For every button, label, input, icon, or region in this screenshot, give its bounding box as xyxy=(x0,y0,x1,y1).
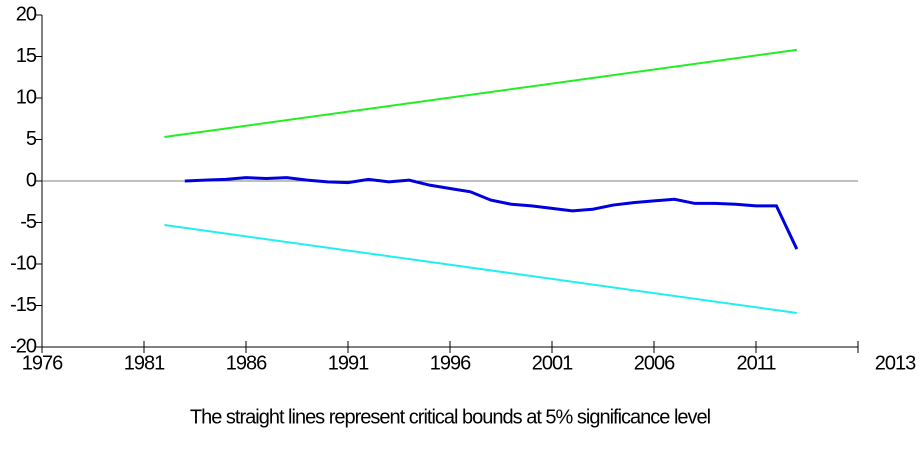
caption: The straight lines represent critical bo… xyxy=(190,406,711,428)
y-tick-label: 15 xyxy=(16,45,37,67)
x-tick-label: 1996 xyxy=(430,352,471,374)
y-tick-label: 20 xyxy=(16,3,37,25)
y-tick-label: -20 xyxy=(10,335,37,357)
x-tick-label: 2006 xyxy=(634,352,675,374)
x-tick-label: 1991 xyxy=(328,352,369,374)
y-tick-label: -5 xyxy=(20,211,37,233)
series-line xyxy=(164,223,797,314)
x-tick-label: 2011 xyxy=(736,352,776,374)
series-line xyxy=(184,176,799,250)
x-end-label: 2013 xyxy=(875,352,916,374)
y-tick-label: 0 xyxy=(26,169,37,191)
y-tick-label: -15 xyxy=(10,294,37,316)
x-tick-label: 1981 xyxy=(124,352,165,374)
x-tick-label: 1976 xyxy=(22,352,63,374)
x-tick-label: 1986 xyxy=(226,352,267,374)
x-tick-label: 2001 xyxy=(532,352,573,374)
y-tick-label: 5 xyxy=(26,128,37,150)
y-tick-label: 10 xyxy=(16,86,37,108)
y-tick-label: -10 xyxy=(10,252,37,274)
series-line xyxy=(164,48,797,139)
